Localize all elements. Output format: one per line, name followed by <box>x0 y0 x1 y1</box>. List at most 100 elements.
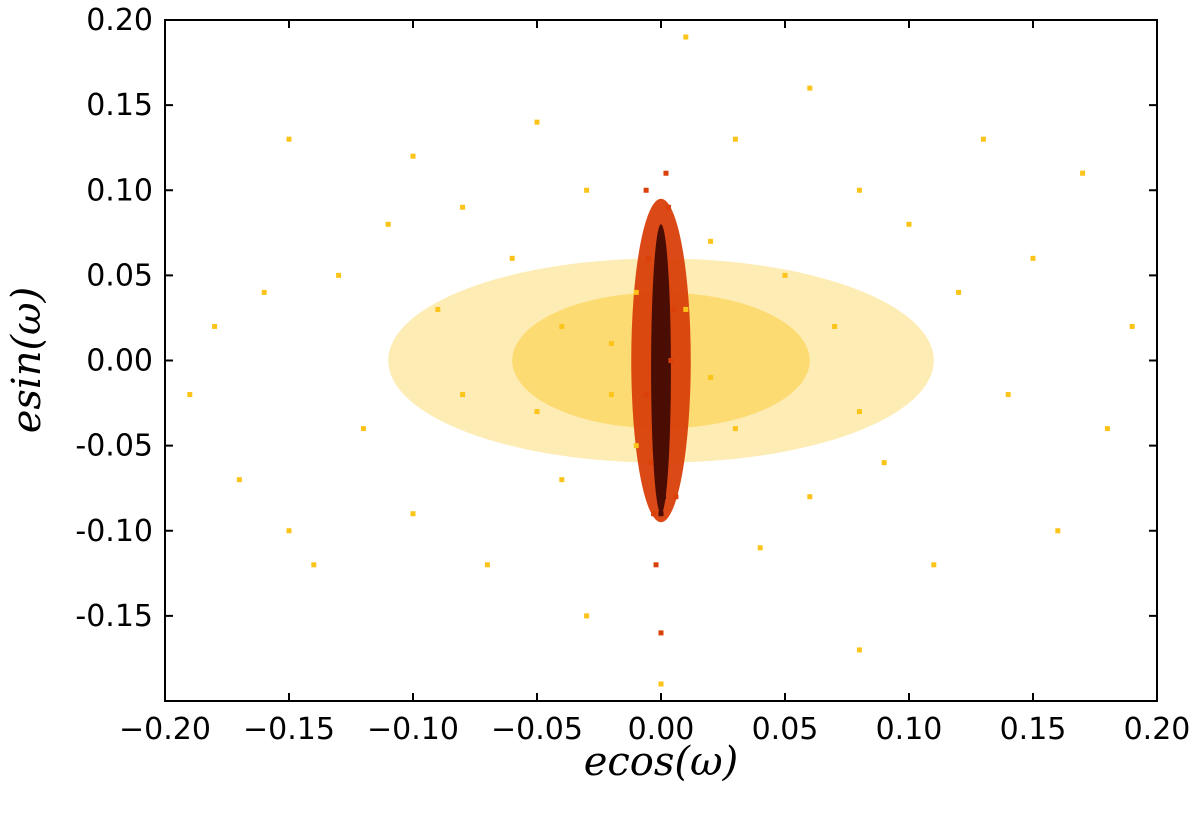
scatter-point-s0-21 <box>584 187 590 193</box>
scatter-point-s1-8 <box>668 358 674 363</box>
y-axis-title: esin(ω) <box>4 287 50 434</box>
scatter-point-s0-16 <box>509 255 515 261</box>
scatter-point-s0-37 <box>856 409 862 415</box>
scatter-point-s2-6 <box>660 272 666 278</box>
scatter-point-s0-5 <box>286 528 292 534</box>
points-layer <box>187 34 1135 687</box>
scatter-point-s1-3 <box>643 392 649 398</box>
x-tick-label-6: 0.10 <box>876 712 943 747</box>
scatter-point-s2-2 <box>658 358 664 363</box>
scatter-point-s0-28 <box>708 375 714 381</box>
scatter-point-s0-51 <box>658 681 664 687</box>
scatter-point-s0-19 <box>559 323 565 329</box>
scatter-point-s0-1 <box>212 323 218 329</box>
scatter-point-s0-23 <box>608 340 614 346</box>
scatter-point-s0-36 <box>832 323 838 329</box>
scatter-point-s0-40 <box>906 221 912 227</box>
x-tick-label-7: 0.15 <box>1000 712 1067 747</box>
scatter-point-s2-5 <box>658 511 664 517</box>
y-tick-label-6: -0.10 <box>75 514 153 549</box>
scatter-point-s0-11 <box>410 511 416 517</box>
scatter-point-s0-20 <box>559 477 565 483</box>
scatter-point-s0-41 <box>931 562 937 568</box>
x-tick-label-0: −0.20 <box>119 712 211 747</box>
x-tick-label-2: −0.10 <box>367 712 459 747</box>
scatter-point-s1-11 <box>658 630 664 636</box>
scatter-point-s0-22 <box>584 613 590 619</box>
scatter-point-s1-1 <box>646 255 652 261</box>
scatter-point-s0-45 <box>1030 255 1036 261</box>
scatter-point-s0-32 <box>757 545 763 551</box>
y-tick-label-3: 0.05 <box>86 258 153 293</box>
scatter-point-s0-39 <box>881 460 887 466</box>
scatter-point-s0-31 <box>732 136 738 142</box>
y-ticks: 0.20 0.15 0.10 0.05 0.00 -0.05 -0.10 -0.15 <box>75 3 1157 634</box>
scatter-point-s0-10 <box>410 153 416 159</box>
y-tick-label-5: -0.05 <box>75 429 153 464</box>
scatter-point-s1-10 <box>663 170 669 176</box>
scatter-point-s1-0 <box>643 187 649 193</box>
y-tick-label-0: 0.20 <box>86 3 153 38</box>
scatter-point-s1-9 <box>653 562 659 568</box>
x-tick-label-3: −0.05 <box>491 712 583 747</box>
scatter-point-s0-35 <box>807 494 813 500</box>
x-tick-label-8: 0.20 <box>1124 712 1191 747</box>
scatter-point-s2-1 <box>658 306 664 312</box>
scatter-point-s0-50 <box>683 34 689 40</box>
scatter-point-s2-3 <box>658 409 664 415</box>
scatter-point-s2-9 <box>656 323 662 329</box>
scatter-point-s1-2 <box>648 460 654 466</box>
scatter-point-s0-43 <box>980 136 986 142</box>
scatter-point-s0-30 <box>732 426 738 432</box>
x-axis-title: ecos(ω) <box>584 739 739 785</box>
scatter-point-s0-26 <box>633 443 639 449</box>
scatter-point-s0-24 <box>608 392 614 398</box>
scatter-point-s0-44 <box>1005 392 1011 398</box>
scatter-point-s1-6 <box>665 204 671 210</box>
scatter-point-s0-8 <box>360 426 366 432</box>
scatter-point-s0-34 <box>807 85 813 91</box>
scatter-point-s0-42 <box>956 289 962 295</box>
scatter-point-s1-7 <box>651 511 657 517</box>
y-tick-label-4: 0.00 <box>86 344 153 379</box>
scatter-point-s0-4 <box>286 136 292 142</box>
scatter-point-s0-18 <box>534 409 540 415</box>
scatter-point-s2-7 <box>656 443 662 449</box>
y-tick-label-1: 0.15 <box>86 88 153 123</box>
scatter-point-s0-52 <box>856 647 862 653</box>
x-tick-label-4: 0.00 <box>628 712 695 747</box>
density-dark-core <box>651 224 671 514</box>
scatter-point-s0-9 <box>385 221 391 227</box>
x-tick-label-5: 0.05 <box>752 712 819 747</box>
scatter-point-s0-38 <box>856 187 862 193</box>
y-tick-label-2: 0.10 <box>86 173 153 208</box>
scatter-point-s0-33 <box>782 272 788 278</box>
scatter-point-s2-0 <box>658 255 664 261</box>
scatter-point-s2-4 <box>658 460 664 466</box>
scatter-point-s0-49 <box>1129 323 1135 329</box>
scatter-point-s1-4 <box>670 306 676 312</box>
scatter-point-s0-25 <box>633 289 639 295</box>
scatter-point-s0-2 <box>236 477 242 483</box>
scatter-point-s0-0 <box>187 392 193 398</box>
scatter-point-s0-14 <box>460 204 466 210</box>
scatter-point-s0-15 <box>484 562 490 568</box>
y-tick-label-7: -0.15 <box>75 599 153 634</box>
scatter-point-s0-47 <box>1080 170 1086 176</box>
scatter-point-s0-27 <box>683 306 689 312</box>
scatter-point-s2-8 <box>660 494 666 500</box>
scatter-point-s0-29 <box>708 238 714 244</box>
scatter-point-s0-3 <box>261 289 267 295</box>
scatter-point-s0-13 <box>460 392 466 398</box>
scatter-point-s0-7 <box>336 272 342 278</box>
scatter-point-s0-46 <box>1055 528 1061 534</box>
scatter-point-s0-12 <box>435 306 441 312</box>
x-tick-label-1: −0.15 <box>243 712 335 747</box>
scatter-point-s0-48 <box>1104 426 1110 432</box>
x-ticks: −0.20 −0.15 −0.10 −0.05 0.00 0.05 0.10 0.15 0.20 <box>119 20 1190 747</box>
scatter-point-s1-5 <box>673 494 679 500</box>
scatter-point-s0-17 <box>534 119 540 125</box>
scatter-point-s0-6 <box>311 562 317 568</box>
